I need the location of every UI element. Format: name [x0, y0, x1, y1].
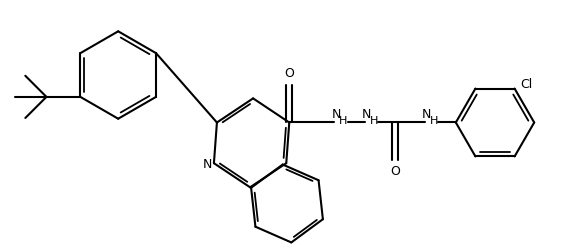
Text: O: O [390, 165, 400, 178]
Text: N: N [422, 108, 431, 122]
Text: Cl: Cl [521, 78, 533, 91]
Text: H: H [339, 116, 348, 126]
Text: O: O [285, 67, 294, 80]
Text: H: H [430, 116, 438, 126]
Text: N: N [361, 108, 371, 122]
Text: H: H [370, 116, 378, 126]
Text: N: N [331, 108, 341, 122]
Text: N: N [203, 158, 212, 171]
